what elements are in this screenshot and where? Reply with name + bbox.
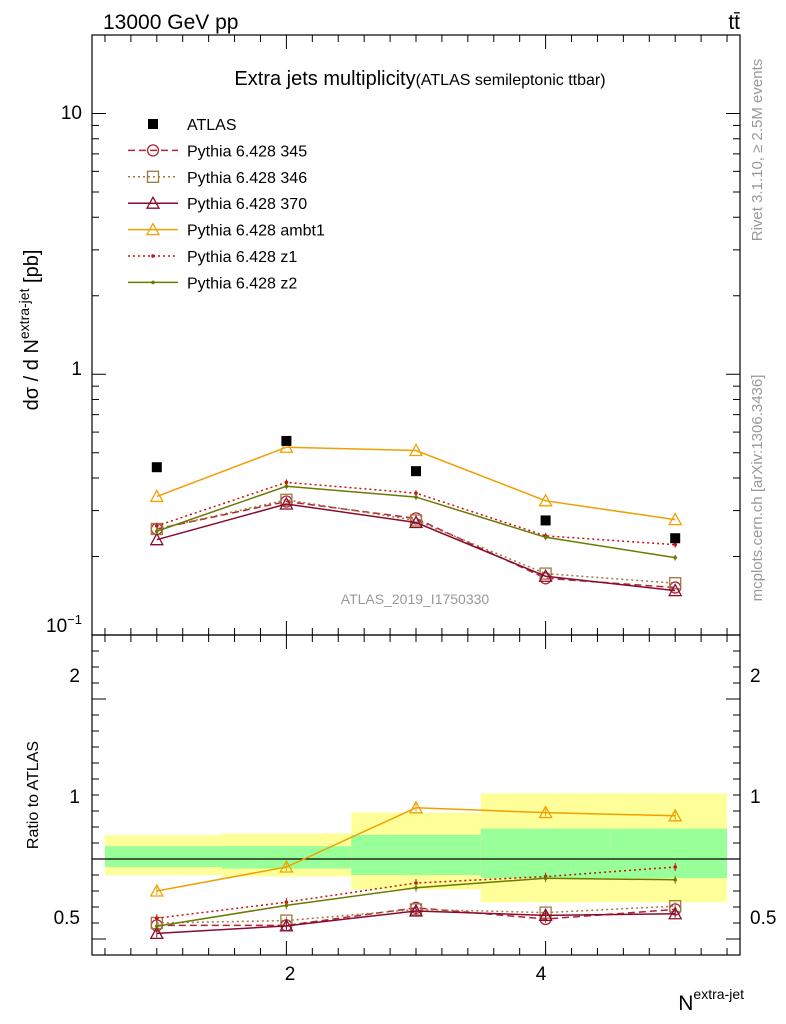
series-line-p370 <box>156 503 676 592</box>
xtick-label-4: 4 <box>536 964 547 985</box>
point-atlas-data <box>540 515 551 526</box>
legend-marker-atlas <box>148 119 158 129</box>
legend-marker-p370 <box>145 195 161 209</box>
uncertainty-band-inner <box>351 835 481 875</box>
point-z1 <box>673 542 677 547</box>
point-z1 <box>155 524 159 528</box>
ratio-panel: Ratio to ATLAS 0.5 1 2 0.5 1 2 2 4 Nextr… <box>25 634 776 1015</box>
point-z2 <box>673 555 677 560</box>
main-ytick-label-1: 1 <box>71 359 82 380</box>
legend-label-z2: Pythia 6.428 z2 <box>187 275 297 292</box>
ratio-point-p370 <box>279 918 294 932</box>
legend-label-ambt1: Pythia 6.428 ambt1 <box>187 223 325 240</box>
main-title: Extra jets multiplicity(ATLAS semilepton… <box>234 68 605 90</box>
main-ytick-label-10: 10 <box>61 103 82 124</box>
ratio-ytick-label-2: 2 <box>69 666 80 687</box>
main-panel: Extra jets multiplicity(ATLAS semilepton… <box>16 34 741 637</box>
point-p346 <box>280 493 293 506</box>
ratio-point-p370 <box>668 906 683 920</box>
legend-label-z1: Pythia 6.428 z1 <box>187 249 297 266</box>
point-atlas-data <box>151 462 162 473</box>
legend-marker-p346 <box>146 170 160 183</box>
ratio-point-p370 <box>538 907 553 921</box>
point-z2 <box>414 495 418 499</box>
legend-marker-z2 <box>151 280 155 285</box>
legend-label-p345: Pythia 6.428 345 <box>187 143 307 160</box>
mcplots-label: mcplots.cern.ch [arXiv:1306.3436] <box>749 375 766 602</box>
header-process-label: tt̄ <box>728 11 740 34</box>
analysis-id-watermark: ATLAS_2019_I1750330 <box>341 591 490 607</box>
point-ambt1 <box>668 512 683 526</box>
series-line-p345 <box>156 500 676 589</box>
xtick-label-2: 2 <box>285 964 296 985</box>
point-p370 <box>668 583 683 597</box>
rivet-version-label: Rivet 3.1.10, ≥ 2.5M events <box>749 59 766 242</box>
point-p370 <box>279 496 294 510</box>
x-axis-label: Nextra-jet <box>678 986 744 1015</box>
ratio-line-p345 <box>156 907 676 927</box>
point-atlas-data <box>670 533 681 544</box>
point-ambt1 <box>279 439 294 453</box>
ratio-ytick-label-1: 1 <box>69 787 80 808</box>
ratio-ytick-label-0.5-right: 0.5 <box>750 908 776 929</box>
series-line-ambt1 <box>156 446 676 521</box>
main-ytick-label-0.1: 10−1 <box>46 612 82 637</box>
point-p370 <box>538 568 553 582</box>
point-p370 <box>408 515 424 529</box>
point-z2 <box>543 535 548 540</box>
ratio-point-ambt1 <box>149 883 164 897</box>
ratio-ytick-label-1-right: 1 <box>750 787 761 808</box>
point-p346 <box>409 514 423 527</box>
legend-label-atlas: ATLAS <box>187 117 237 134</box>
uncertainty-band-inner <box>480 828 611 879</box>
point-z1 <box>284 480 289 485</box>
ratio-point-p370 <box>408 903 424 917</box>
uncertainty-band-inner <box>610 828 728 879</box>
ratio-ytick-label-2-right: 2 <box>750 666 761 687</box>
ratio-point-p370 <box>149 926 164 940</box>
point-ambt1 <box>538 493 553 507</box>
legend-label-p346: Pythia 6.428 346 <box>187 170 307 187</box>
legend-marker-z1 <box>151 254 155 258</box>
ratio-point-ambt1 <box>408 800 424 814</box>
ratio-ytick-label-0.5: 0.5 <box>54 908 80 929</box>
ratio-point-z2 <box>414 886 418 890</box>
main-y-axis-label: dσ / d Nextra-jet [pb] <box>16 250 43 411</box>
legend-marker-ambt1 <box>145 222 161 236</box>
ratio-y-axis-label: Ratio to ATLAS <box>25 741 42 849</box>
ratio-point-z2 <box>673 878 677 882</box>
point-p346 <box>669 577 682 590</box>
ratio-line-p346 <box>156 905 676 924</box>
ratio-point-ambt1 <box>279 859 294 873</box>
ratio-point-z1 <box>673 865 677 869</box>
ratio-point-z2 <box>284 903 289 908</box>
ratio-point-z2 <box>543 876 548 880</box>
point-p370 <box>149 532 164 546</box>
header-energy-label: 13000 GeV pp <box>103 11 238 34</box>
point-atlas-data <box>281 435 292 446</box>
ratio-point-ambt1 <box>668 808 683 822</box>
uncertainty-band-inner <box>104 846 222 867</box>
point-ambt1 <box>149 489 164 503</box>
point-ambt1 <box>408 443 424 457</box>
ratio-point-ambt1 <box>538 805 553 819</box>
point-z2 <box>155 529 159 534</box>
ratio-point-z2 <box>155 924 159 928</box>
ratio-point-z1 <box>414 881 418 885</box>
point-z2 <box>284 484 289 489</box>
legend: ATLAS Pythia 6.428 345 Pythia 6.428 346 Pyt… <box>128 117 325 292</box>
point-z1 <box>414 491 418 495</box>
legend-marker-p345 <box>146 144 160 157</box>
ratio-point-z1 <box>155 916 159 920</box>
legend-label-p370: Pythia 6.428 370 <box>187 196 307 213</box>
point-atlas-data <box>411 466 421 477</box>
